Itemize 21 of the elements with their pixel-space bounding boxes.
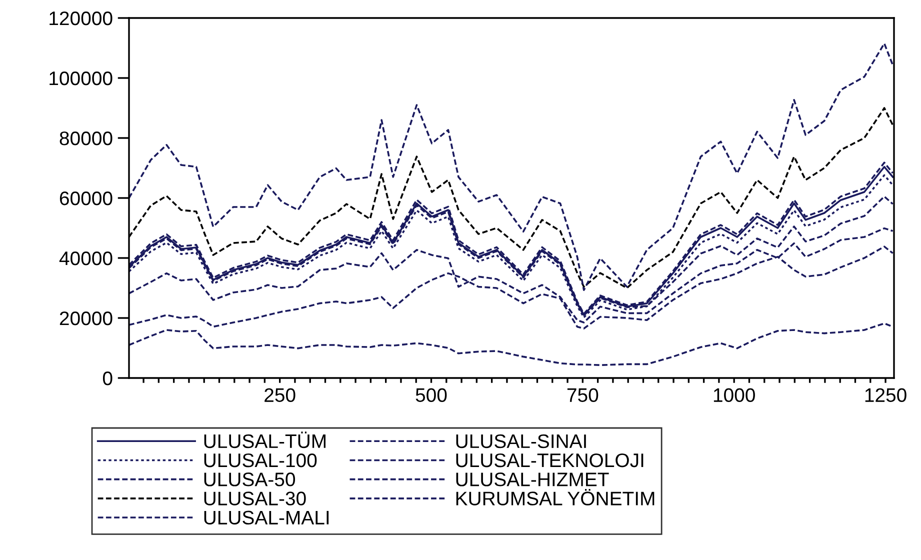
y-tick-label: 120000 xyxy=(50,11,112,26)
x-tick-label: 750 xyxy=(567,388,598,402)
y-tick-label: 0 xyxy=(102,371,112,386)
legend-label: ULUSAL-100 xyxy=(204,453,317,468)
legend-label: KURUMSAL YÖNETIM xyxy=(456,488,654,506)
legend-label: ULUSAL-SINAI xyxy=(456,434,586,448)
legend-label: ULUSAL-TEKNOLOJI xyxy=(456,453,644,468)
legend-label: ULUSAL-MALI xyxy=(204,510,329,525)
x-tick-label: 1250 xyxy=(865,388,906,402)
legend-label: ULUSAL-TÜM xyxy=(204,432,326,448)
x-tick-label: 500 xyxy=(416,388,447,402)
y-tick-label: 60000 xyxy=(60,191,112,206)
x-tick-label: 250 xyxy=(264,388,296,402)
y-tick-label: 20000 xyxy=(60,311,112,326)
y-tick-label: 80000 xyxy=(60,131,112,146)
y-tick-label: 40000 xyxy=(59,251,112,266)
legend-label: ULUSAL-30 xyxy=(204,492,306,506)
legend-label: ULUSAL-HIZMET xyxy=(456,472,609,486)
y-tick-label: 100000 xyxy=(50,71,112,86)
legend-label: ULUSA-50 xyxy=(204,472,296,486)
x-tick-label: 1000 xyxy=(714,388,755,402)
